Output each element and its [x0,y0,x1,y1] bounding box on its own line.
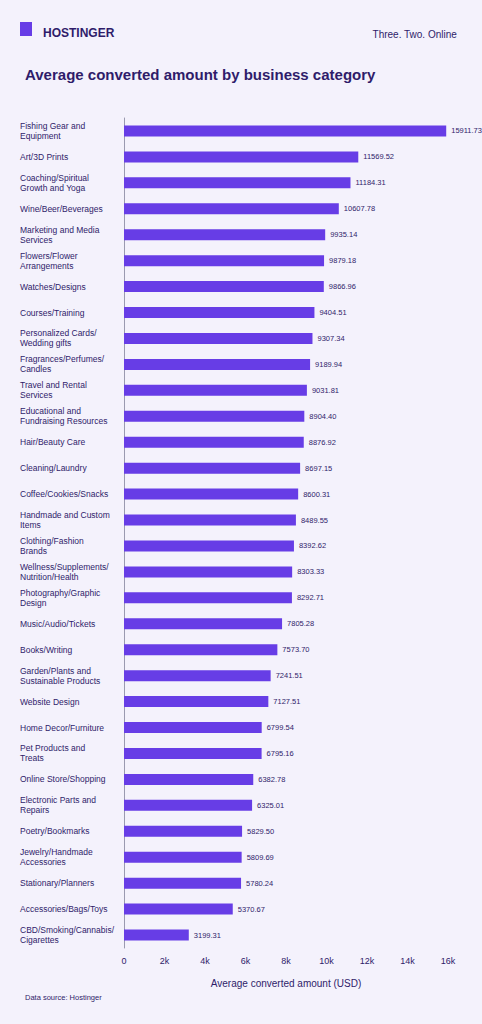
svg-text:5829.50: 5829.50 [247,827,274,836]
svg-text:Hair/Beauty Care: Hair/Beauty Care [20,437,85,447]
svg-text:Home Decor/Furniture: Home Decor/Furniture [20,723,104,733]
svg-text:Cigarettes: Cigarettes [20,935,59,945]
svg-text:5809.69: 5809.69 [247,853,274,862]
svg-text:6325.01: 6325.01 [257,801,284,810]
svg-text:Accessories/Bags/Toys: Accessories/Bags/Toys [20,904,107,914]
svg-text:10k: 10k [319,956,334,966]
svg-text:HOSTINGER: HOSTINGER [43,26,115,40]
svg-text:8292.71: 8292.71 [297,593,324,602]
svg-text:CBD/Smoking/Cannabis/: CBD/Smoking/Cannabis/ [20,925,115,935]
svg-text:Candles: Candles [20,364,51,374]
svg-text:9866.96: 9866.96 [329,282,356,291]
svg-text:8697.15: 8697.15 [305,464,332,473]
svg-text:Brands: Brands [20,546,47,556]
svg-text:6799.54: 6799.54 [267,723,294,732]
svg-text:2k: 2k [160,956,170,966]
svg-text:Poetry/Bookmarks: Poetry/Bookmarks [20,826,89,836]
svg-text:Repairs: Repairs [20,805,49,815]
svg-text:Three. Two. Online: Three. Two. Online [373,29,458,40]
svg-text:Handmade and Custom: Handmade and Custom [20,510,110,520]
svg-text:5370.67: 5370.67 [238,905,265,914]
svg-text:Coffee/Cookies/Snacks: Coffee/Cookies/Snacks [20,489,108,499]
svg-text:Items: Items [20,520,41,530]
svg-text:6382.78: 6382.78 [258,775,285,784]
svg-text:9404.51: 9404.51 [319,308,346,317]
svg-text:8k: 8k [281,956,291,966]
svg-text:16k: 16k [441,956,456,966]
svg-text:8303.33: 8303.33 [297,567,324,576]
svg-text:Accessories: Accessories [20,857,66,867]
svg-text:Sustainable Products: Sustainable Products [20,676,100,686]
svg-text:Stationary/Planners: Stationary/Planners [20,878,94,888]
svg-text:8600.31: 8600.31 [303,490,330,499]
svg-text:11569.52: 11569.52 [363,152,394,161]
svg-text:7573.70: 7573.70 [282,645,309,654]
svg-text:8904.40: 8904.40 [309,412,336,421]
svg-text:Nutrition/Health: Nutrition/Health [20,572,79,582]
svg-text:9189.94: 9189.94 [315,360,342,369]
svg-text:9307.34: 9307.34 [317,334,344,343]
svg-text:5780.24: 5780.24 [246,879,273,888]
svg-text:7805.28: 7805.28 [287,619,314,628]
svg-text:8876.92: 8876.92 [309,438,336,447]
svg-text:Marketing and Media: Marketing and Media [20,225,100,235]
svg-text:12k: 12k [360,956,375,966]
svg-text:3199.31: 3199.31 [194,931,221,940]
svg-text:Garden/Plants and: Garden/Plants and [20,666,91,676]
svg-text:Website Design: Website Design [20,697,80,707]
svg-text:Jewelry/Handmade: Jewelry/Handmade [20,847,93,857]
svg-text:11184.31: 11184.31 [355,178,385,187]
svg-text:8489.55: 8489.55 [301,516,328,525]
svg-text:Average converted amount by bu: Average converted amount by business cat… [25,66,376,83]
svg-text:Data source: Hostinger: Data source: Hostinger [25,993,102,1002]
svg-text:Equipment: Equipment [20,131,61,141]
svg-text:6795.16: 6795.16 [267,749,294,758]
svg-text:Wedding gifts: Wedding gifts [20,338,71,348]
svg-text:9935.14: 9935.14 [330,230,357,239]
svg-text:Wellness/Supplements/: Wellness/Supplements/ [20,562,109,572]
svg-text:Services: Services [20,235,53,245]
svg-text:9879.18: 9879.18 [329,256,356,265]
svg-text:Photography/Graphic: Photography/Graphic [20,588,101,598]
svg-text:Growth and Yoga: Growth and Yoga [20,183,85,193]
svg-text:Fishing Gear and: Fishing Gear and [20,121,85,131]
svg-text:9031.81: 9031.81 [312,386,339,395]
svg-text:Books/Writing: Books/Writing [20,645,73,655]
svg-text:Art/3D Prints: Art/3D Prints [20,152,68,162]
svg-text:Electronic Parts and: Electronic Parts and [20,795,96,805]
svg-text:Music/Audio/Tickets: Music/Audio/Tickets [20,619,95,629]
svg-text:Watches/Designs: Watches/Designs [20,282,86,292]
svg-text:Flowers/Flower: Flowers/Flower [20,251,78,261]
svg-text:Personalized Cards/: Personalized Cards/ [20,328,97,338]
svg-text:Average converted amount (USD): Average converted amount (USD) [211,978,361,989]
svg-text:Clothing/Fashion: Clothing/Fashion [20,536,84,546]
svg-text:Coaching/Spiritual: Coaching/Spiritual [20,173,89,183]
svg-text:7127.51: 7127.51 [273,697,300,706]
svg-text:Arrangements: Arrangements [20,261,73,271]
svg-text:Online Store/Shopping: Online Store/Shopping [20,774,106,784]
svg-text:8392.62: 8392.62 [299,541,326,550]
svg-text:10607.78: 10607.78 [344,204,375,213]
svg-text:Educational and: Educational and [20,406,81,416]
svg-text:14k: 14k [400,956,415,966]
svg-text:Fundraising Resources: Fundraising Resources [20,416,107,426]
svg-text:Pet Products and: Pet Products and [20,743,85,753]
svg-text:6k: 6k [241,956,251,966]
svg-text:0: 0 [121,956,126,966]
svg-text:7241.51: 7241.51 [276,671,303,680]
svg-text:Fragrances/Perfumes/: Fragrances/Perfumes/ [20,354,105,364]
svg-text:Travel and Rental: Travel and Rental [20,380,87,390]
svg-text:Treats: Treats [20,753,44,763]
svg-text:15911.73: 15911.73 [451,126,482,135]
svg-text:Cleaning/Laundry: Cleaning/Laundry [20,463,87,473]
svg-text:Design: Design [20,598,47,608]
svg-text:Wine/Beer/Beverages: Wine/Beer/Beverages [20,204,103,214]
svg-text:Courses/Training: Courses/Training [20,308,85,318]
svg-text:Services: Services [20,390,53,400]
svg-text:4k: 4k [200,956,210,966]
